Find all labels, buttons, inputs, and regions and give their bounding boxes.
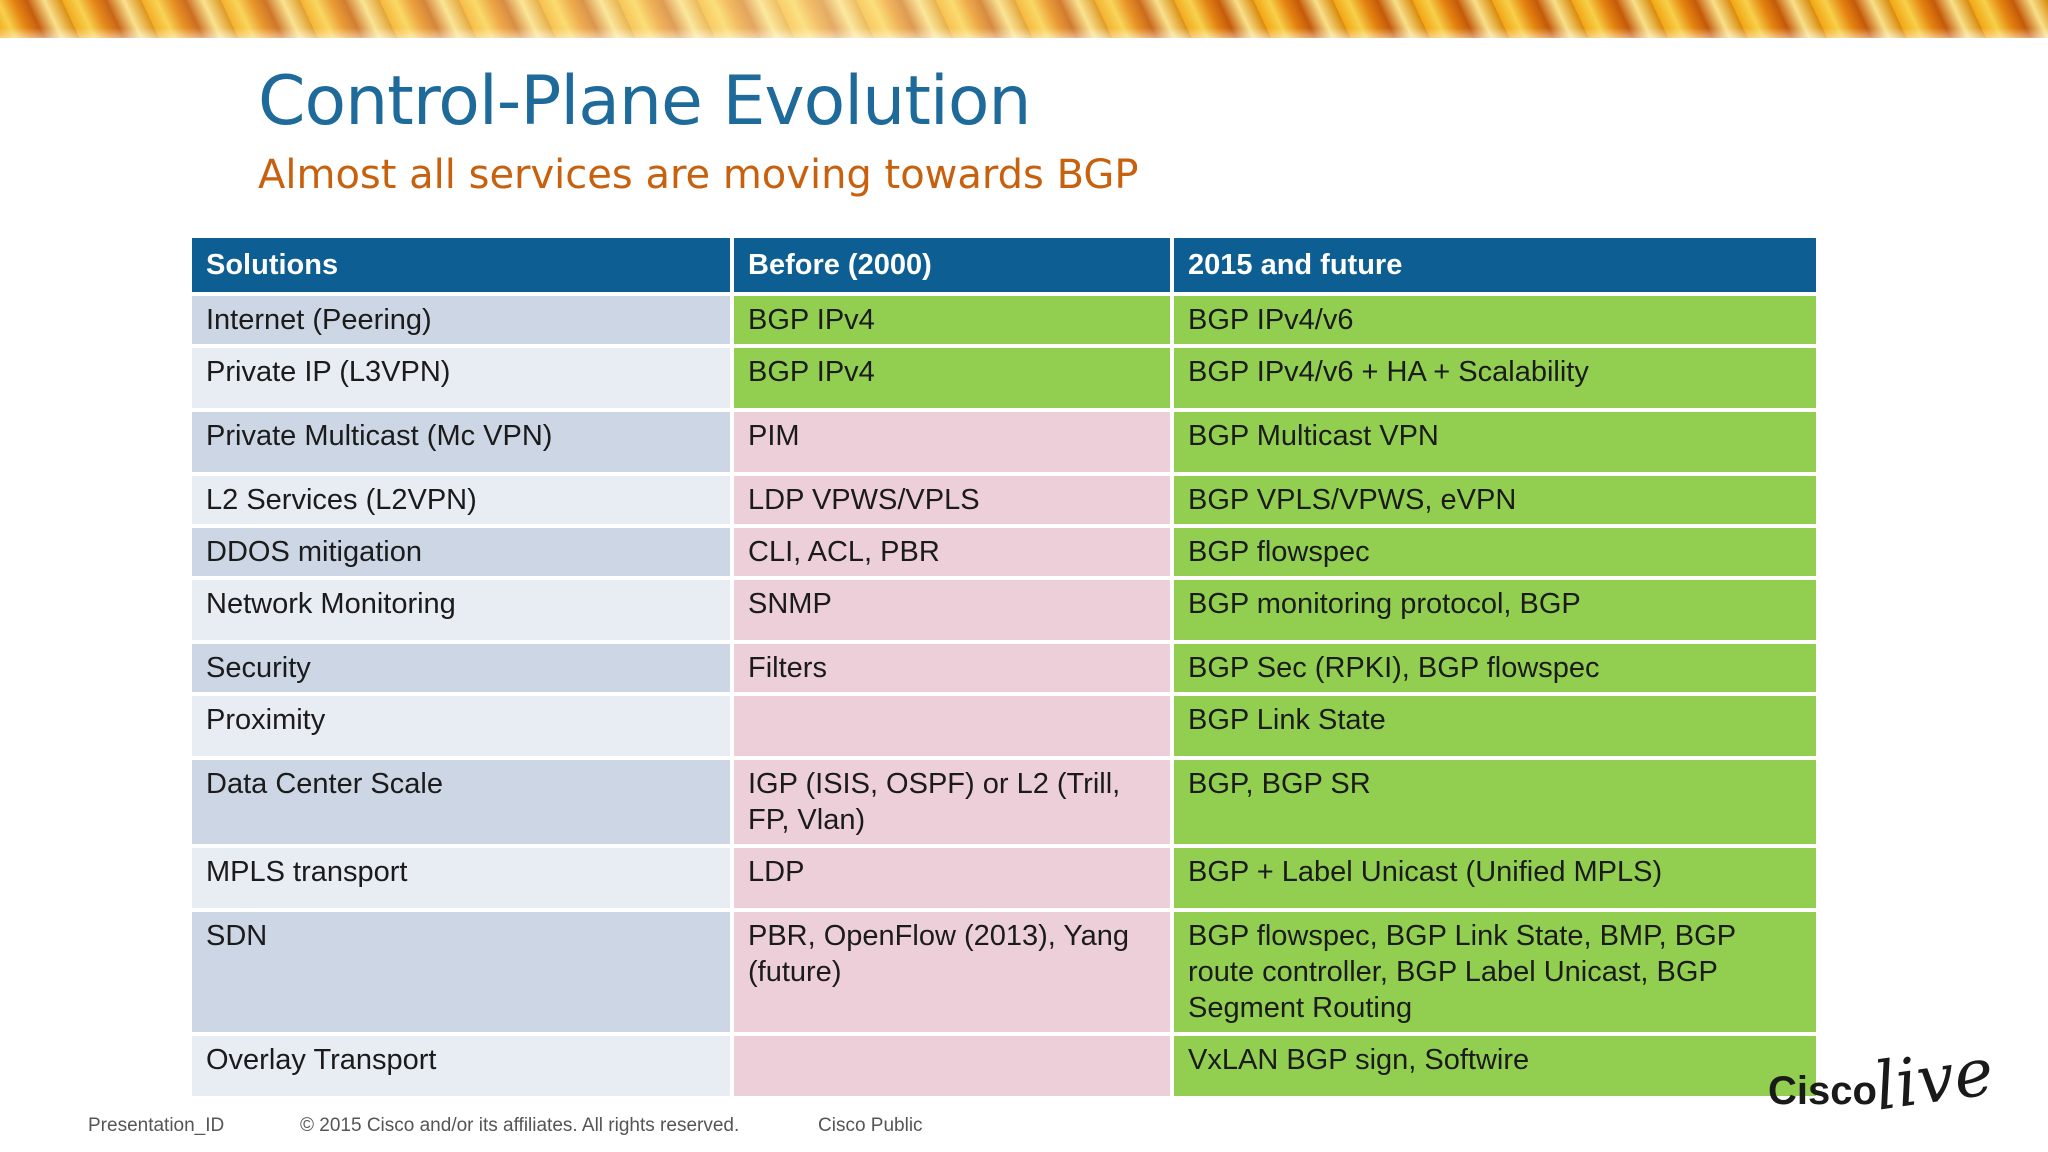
solution-cell: DDOS mitigation <box>192 528 730 576</box>
header-solutions: Solutions <box>192 238 730 292</box>
before-cell: BGP IPv4 <box>734 296 1170 344</box>
copyright-notice: © 2015 Cisco and/or its affiliates. All … <box>300 1115 740 1136</box>
future-cell: BGP Multicast VPN <box>1174 412 1816 472</box>
table-row: Private Multicast (Mc VPN) PIM BGP Multi… <box>192 412 1816 472</box>
table-row: Private IP (L3VPN) BGP IPv4 BGP IPv4/v6 … <box>192 348 1816 408</box>
future-cell: BGP IPv4/v6 <box>1174 296 1816 344</box>
table-row: Proximity BGP Link State <box>192 696 1816 756</box>
future-cell: BGP VPLS/VPWS, eVPN <box>1174 476 1816 524</box>
future-cell: BGP flowspec, BGP Link State, BMP, BGP r… <box>1174 912 1816 1032</box>
header-future: 2015 and future <box>1174 238 1816 292</box>
solution-cell: Overlay Transport <box>192 1036 730 1096</box>
table-row: Data Center Scale IGP (ISIS, OSPF) or L2… <box>192 760 1816 844</box>
cisco-live-logo: Cisco live! <box>1768 1030 2000 1120</box>
future-cell: BGP flowspec <box>1174 528 1816 576</box>
classification-label: Cisco Public <box>818 1115 923 1136</box>
future-cell: BGP Link State <box>1174 696 1816 756</box>
solution-cell: SDN <box>192 912 730 1032</box>
solution-cell: Proximity <box>192 696 730 756</box>
future-cell: BGP + Label Unicast (Unified MPLS) <box>1174 848 1816 908</box>
before-cell: Filters <box>734 644 1170 692</box>
logo-script-text: live! <box>1870 1030 2000 1120</box>
comparison-table: Solutions Before (2000) 2015 and future … <box>188 234 1820 1100</box>
table-row: DDOS mitigation CLI, ACL, PBR BGP flowsp… <box>192 528 1816 576</box>
table-row: Overlay Transport VxLAN BGP sign, Softwi… <box>192 1036 1816 1096</box>
table-row: Internet (Peering) BGP IPv4 BGP IPv4/v6 <box>192 296 1816 344</box>
future-cell: BGP, BGP SR <box>1174 760 1816 844</box>
table-row: Security Filters BGP Sec (RPKI), BGP flo… <box>192 644 1816 692</box>
solution-cell: Security <box>192 644 730 692</box>
table-row: SDN PBR, OpenFlow (2013), Yang (future) … <box>192 912 1816 1032</box>
logo-brand-text: Cisco <box>1768 1069 1877 1113</box>
table-row: L2 Services (L2VPN) LDP VPWS/VPLS BGP VP… <box>192 476 1816 524</box>
future-cell: BGP IPv4/v6 + HA + Scalability <box>1174 348 1816 408</box>
before-cell: PIM <box>734 412 1170 472</box>
decorative-banner <box>0 0 2048 38</box>
table-header-row: Solutions Before (2000) 2015 and future <box>192 238 1816 292</box>
solution-cell: L2 Services (L2VPN) <box>192 476 730 524</box>
solution-cell: Internet (Peering) <box>192 296 730 344</box>
presentation-id: Presentation_ID <box>88 1115 225 1136</box>
before-cell: CLI, ACL, PBR <box>734 528 1170 576</box>
before-cell: IGP (ISIS, OSPF) or L2 (Trill, FP, Vlan) <box>734 760 1170 844</box>
header-before: Before (2000) <box>734 238 1170 292</box>
before-cell <box>734 696 1170 756</box>
table-row: MPLS transport LDP BGP + Label Unicast (… <box>192 848 1816 908</box>
before-cell: PBR, OpenFlow (2013), Yang (future) <box>734 912 1170 1032</box>
solution-cell: Data Center Scale <box>192 760 730 844</box>
solution-cell: MPLS transport <box>192 848 730 908</box>
before-cell: LDP VPWS/VPLS <box>734 476 1170 524</box>
solution-cell: Private Multicast (Mc VPN) <box>192 412 730 472</box>
solution-cell: Network Monitoring <box>192 580 730 640</box>
before-cell: BGP IPv4 <box>734 348 1170 408</box>
future-cell: BGP monitoring protocol, BGP <box>1174 580 1816 640</box>
solution-cell: Private IP (L3VPN) <box>192 348 730 408</box>
table-row: Network Monitoring SNMP BGP monitoring p… <box>192 580 1816 640</box>
before-cell: SNMP <box>734 580 1170 640</box>
future-cell: BGP Sec (RPKI), BGP flowspec <box>1174 644 1816 692</box>
before-cell: LDP <box>734 848 1170 908</box>
page-subtitle: Almost all services are moving towards B… <box>258 152 1139 198</box>
future-cell: VxLAN BGP sign, Softwire <box>1174 1036 1816 1096</box>
before-cell <box>734 1036 1170 1096</box>
page-title: Control-Plane Evolution <box>258 62 1032 141</box>
